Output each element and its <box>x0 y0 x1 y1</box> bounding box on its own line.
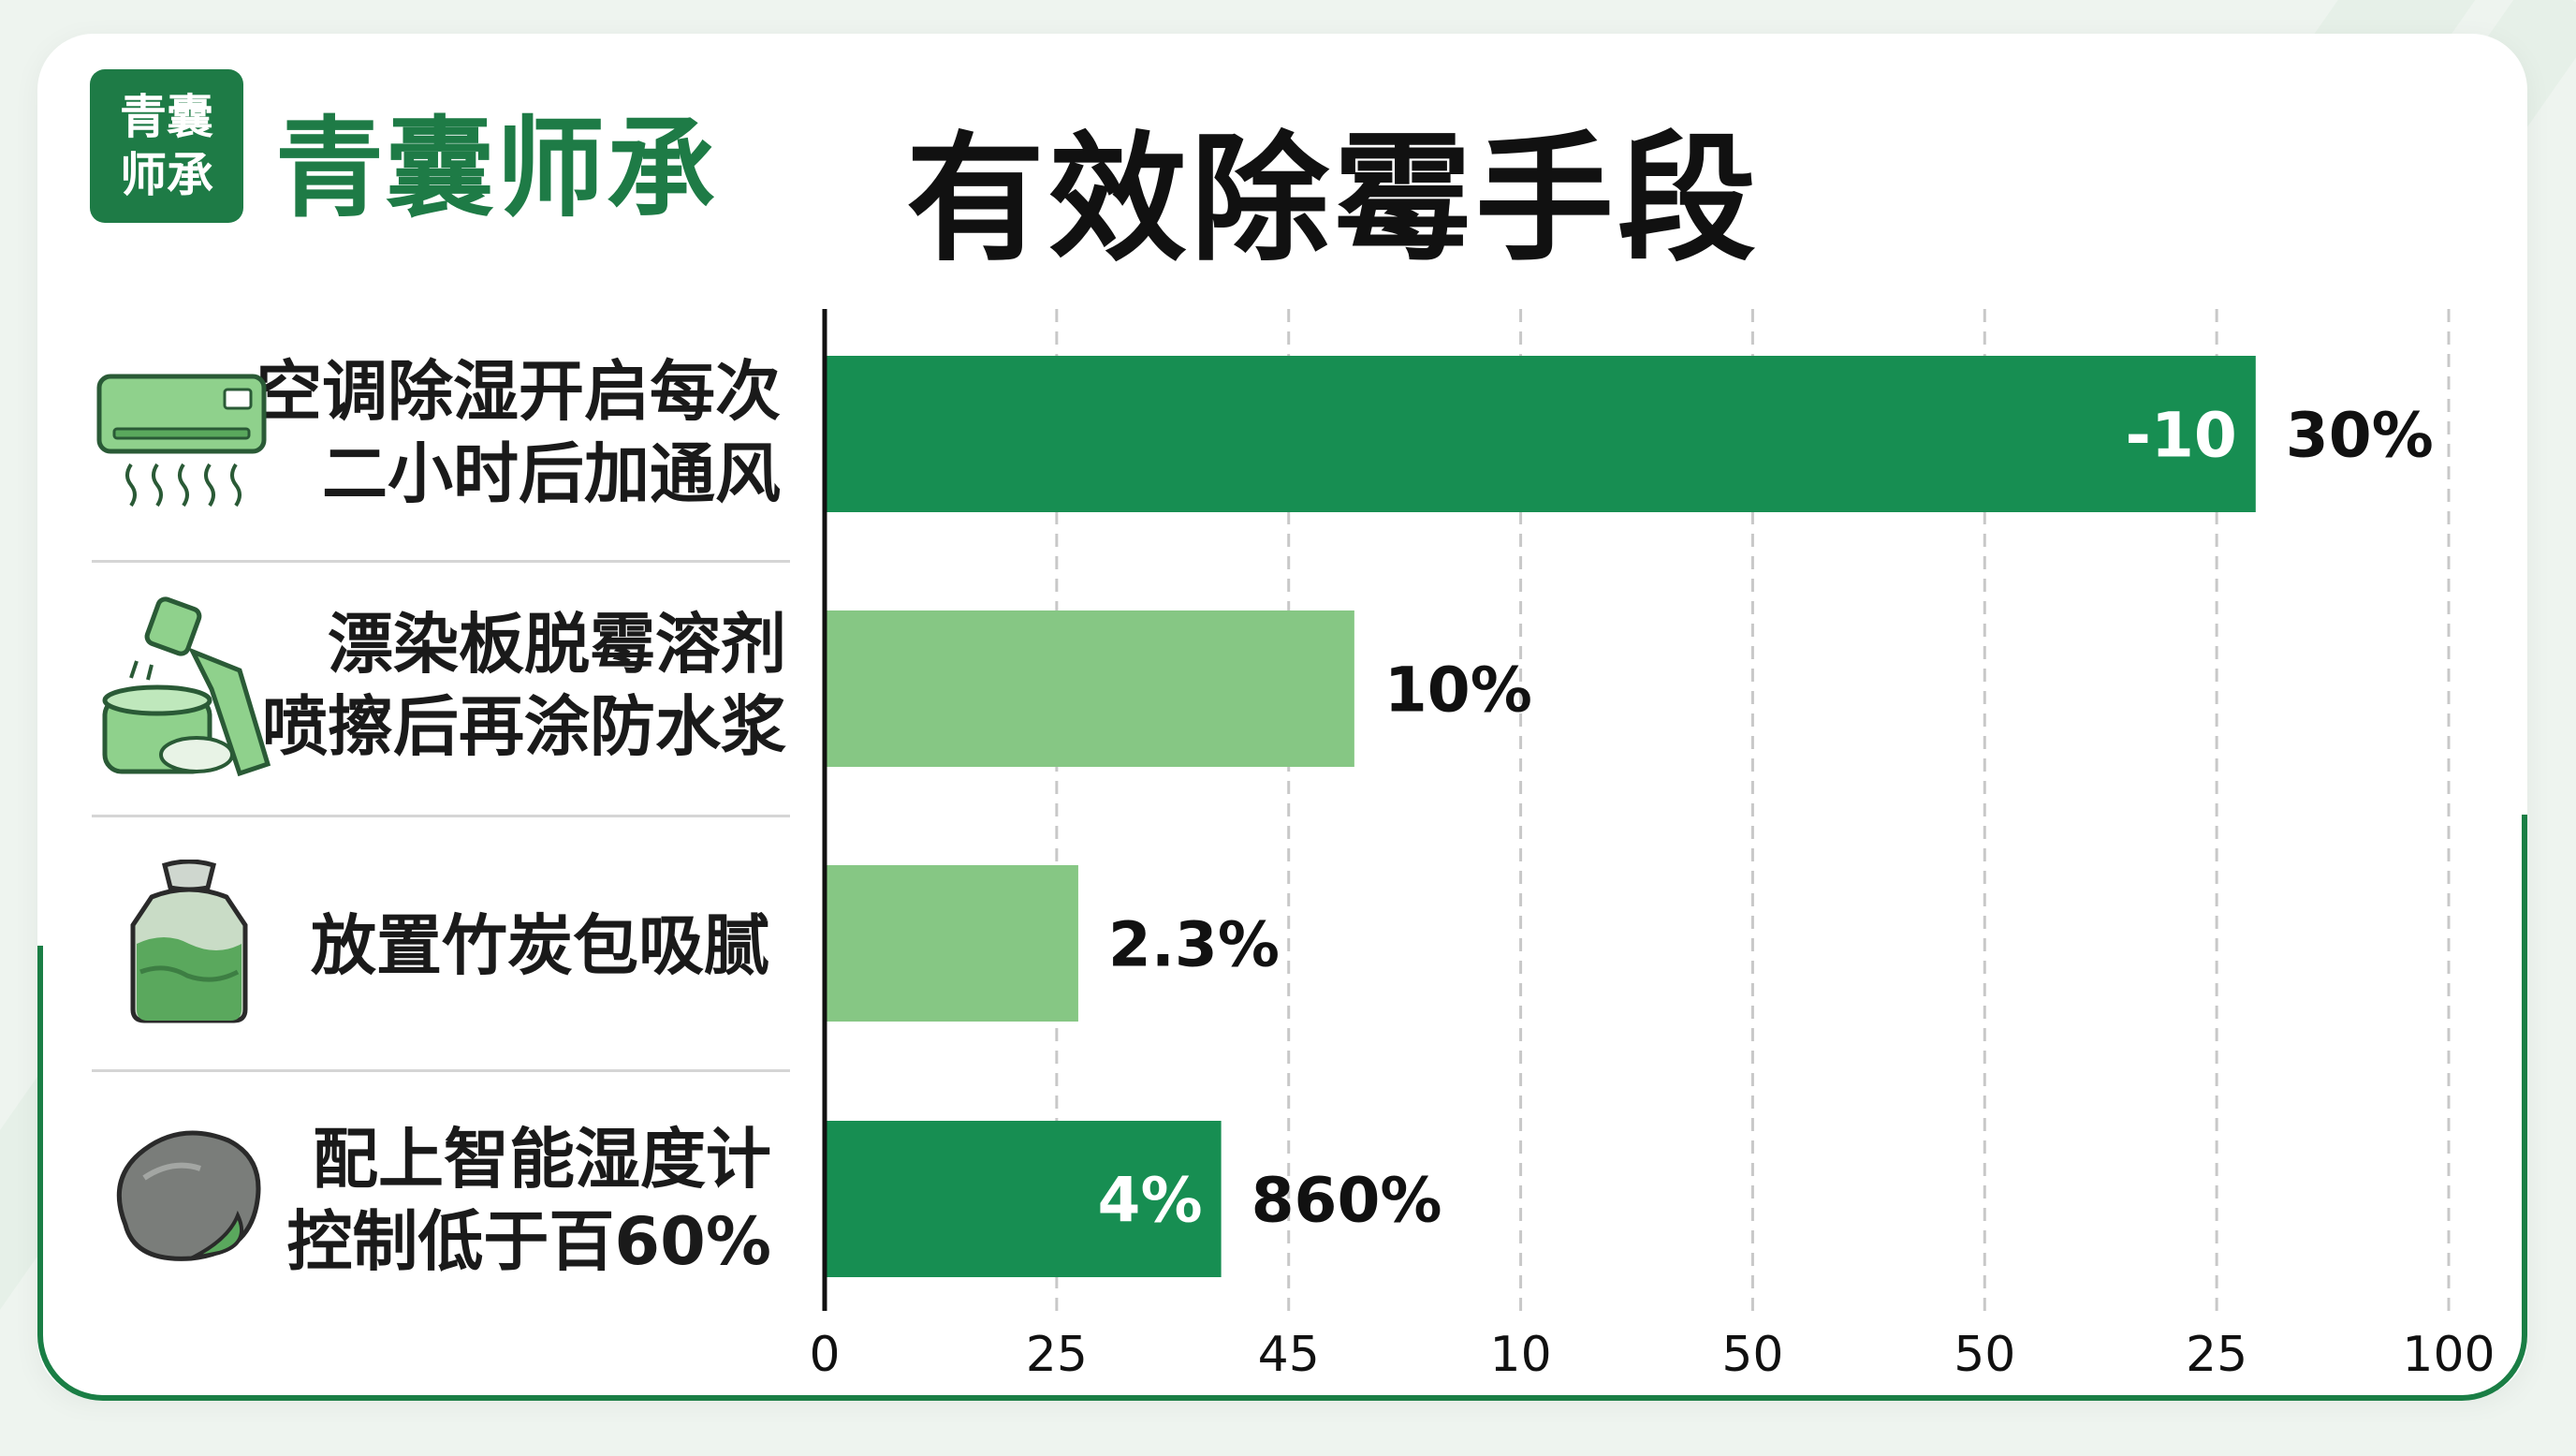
row-divider <box>92 815 790 817</box>
bar-2 <box>827 610 1354 767</box>
green-frame-right <box>2522 815 2527 1030</box>
logo-line-1: 青囊 <box>120 90 213 144</box>
row-divider <box>92 1069 790 1072</box>
bar-1 <box>827 356 2256 512</box>
row-label-1: 空调除湿开启每次 二小时后加通风 <box>247 350 781 515</box>
brand-name: 青囊师承 <box>275 106 717 232</box>
air-conditioner-icon <box>96 374 267 507</box>
page-title: 有效除霉手段 <box>906 119 1760 280</box>
x-tick-label: 25 <box>1026 1327 1088 1383</box>
bar-2-value-label: 10% <box>1384 654 1532 727</box>
green-frame <box>37 955 2527 1401</box>
humidity-meter-stone-icon <box>116 1130 261 1261</box>
x-tick-label: 50 <box>1954 1327 2015 1383</box>
x-tick-label: 25 <box>2186 1327 2247 1383</box>
bar-3 <box>827 865 1078 1022</box>
bar-1-value-label: 30% <box>2286 400 2434 472</box>
x-tick-label: 10 <box>1489 1327 1551 1383</box>
bar-4 <box>827 1121 1222 1277</box>
row-1-line-2: 二小时后加通风 <box>322 435 781 512</box>
brand-logo: 青囊 师承 <box>90 69 243 223</box>
row-4-line-1: 配上智能湿度计 <box>313 1121 771 1198</box>
row-2-line-1: 漂染板脱霉溶剂 <box>328 606 786 683</box>
row-2-line-2: 喷擦后再涂防水浆 <box>262 688 786 765</box>
green-frame-left <box>37 946 43 1021</box>
bar-1-inner-label: -10 <box>2126 400 2237 472</box>
row-1-line-1: 空调除湿开启每次 <box>256 353 781 430</box>
x-tick-label: 0 <box>809 1327 840 1383</box>
logo-line-2: 师承 <box>120 148 213 202</box>
bar-4-value-label: 860% <box>1251 1165 1442 1237</box>
row-3-line-1: 放置竹炭包吸腻 <box>311 907 769 984</box>
spray-bottle-bucket-icon <box>102 596 271 777</box>
row-label-3: 放置竹炭包吸腻 <box>236 904 769 987</box>
x-tick-label: 45 <box>1258 1327 1320 1383</box>
charcoal-bag-icon <box>130 860 248 1023</box>
row-label-2: 漂染板脱霉溶剂 喷擦后再涂防水浆 <box>253 603 786 768</box>
row-divider <box>92 560 790 563</box>
x-tick-label: 50 <box>1721 1327 1783 1383</box>
row-4-line-2: 控制低于百60% <box>286 1203 771 1280</box>
x-tick-label: 100 <box>2402 1327 2495 1383</box>
bar-4-inner-label: 4% <box>1098 1165 1203 1237</box>
row-label-4: 配上智能湿度计 控制低于百60% <box>238 1118 771 1283</box>
bar-3-value-label: 2.3% <box>1108 909 1280 981</box>
